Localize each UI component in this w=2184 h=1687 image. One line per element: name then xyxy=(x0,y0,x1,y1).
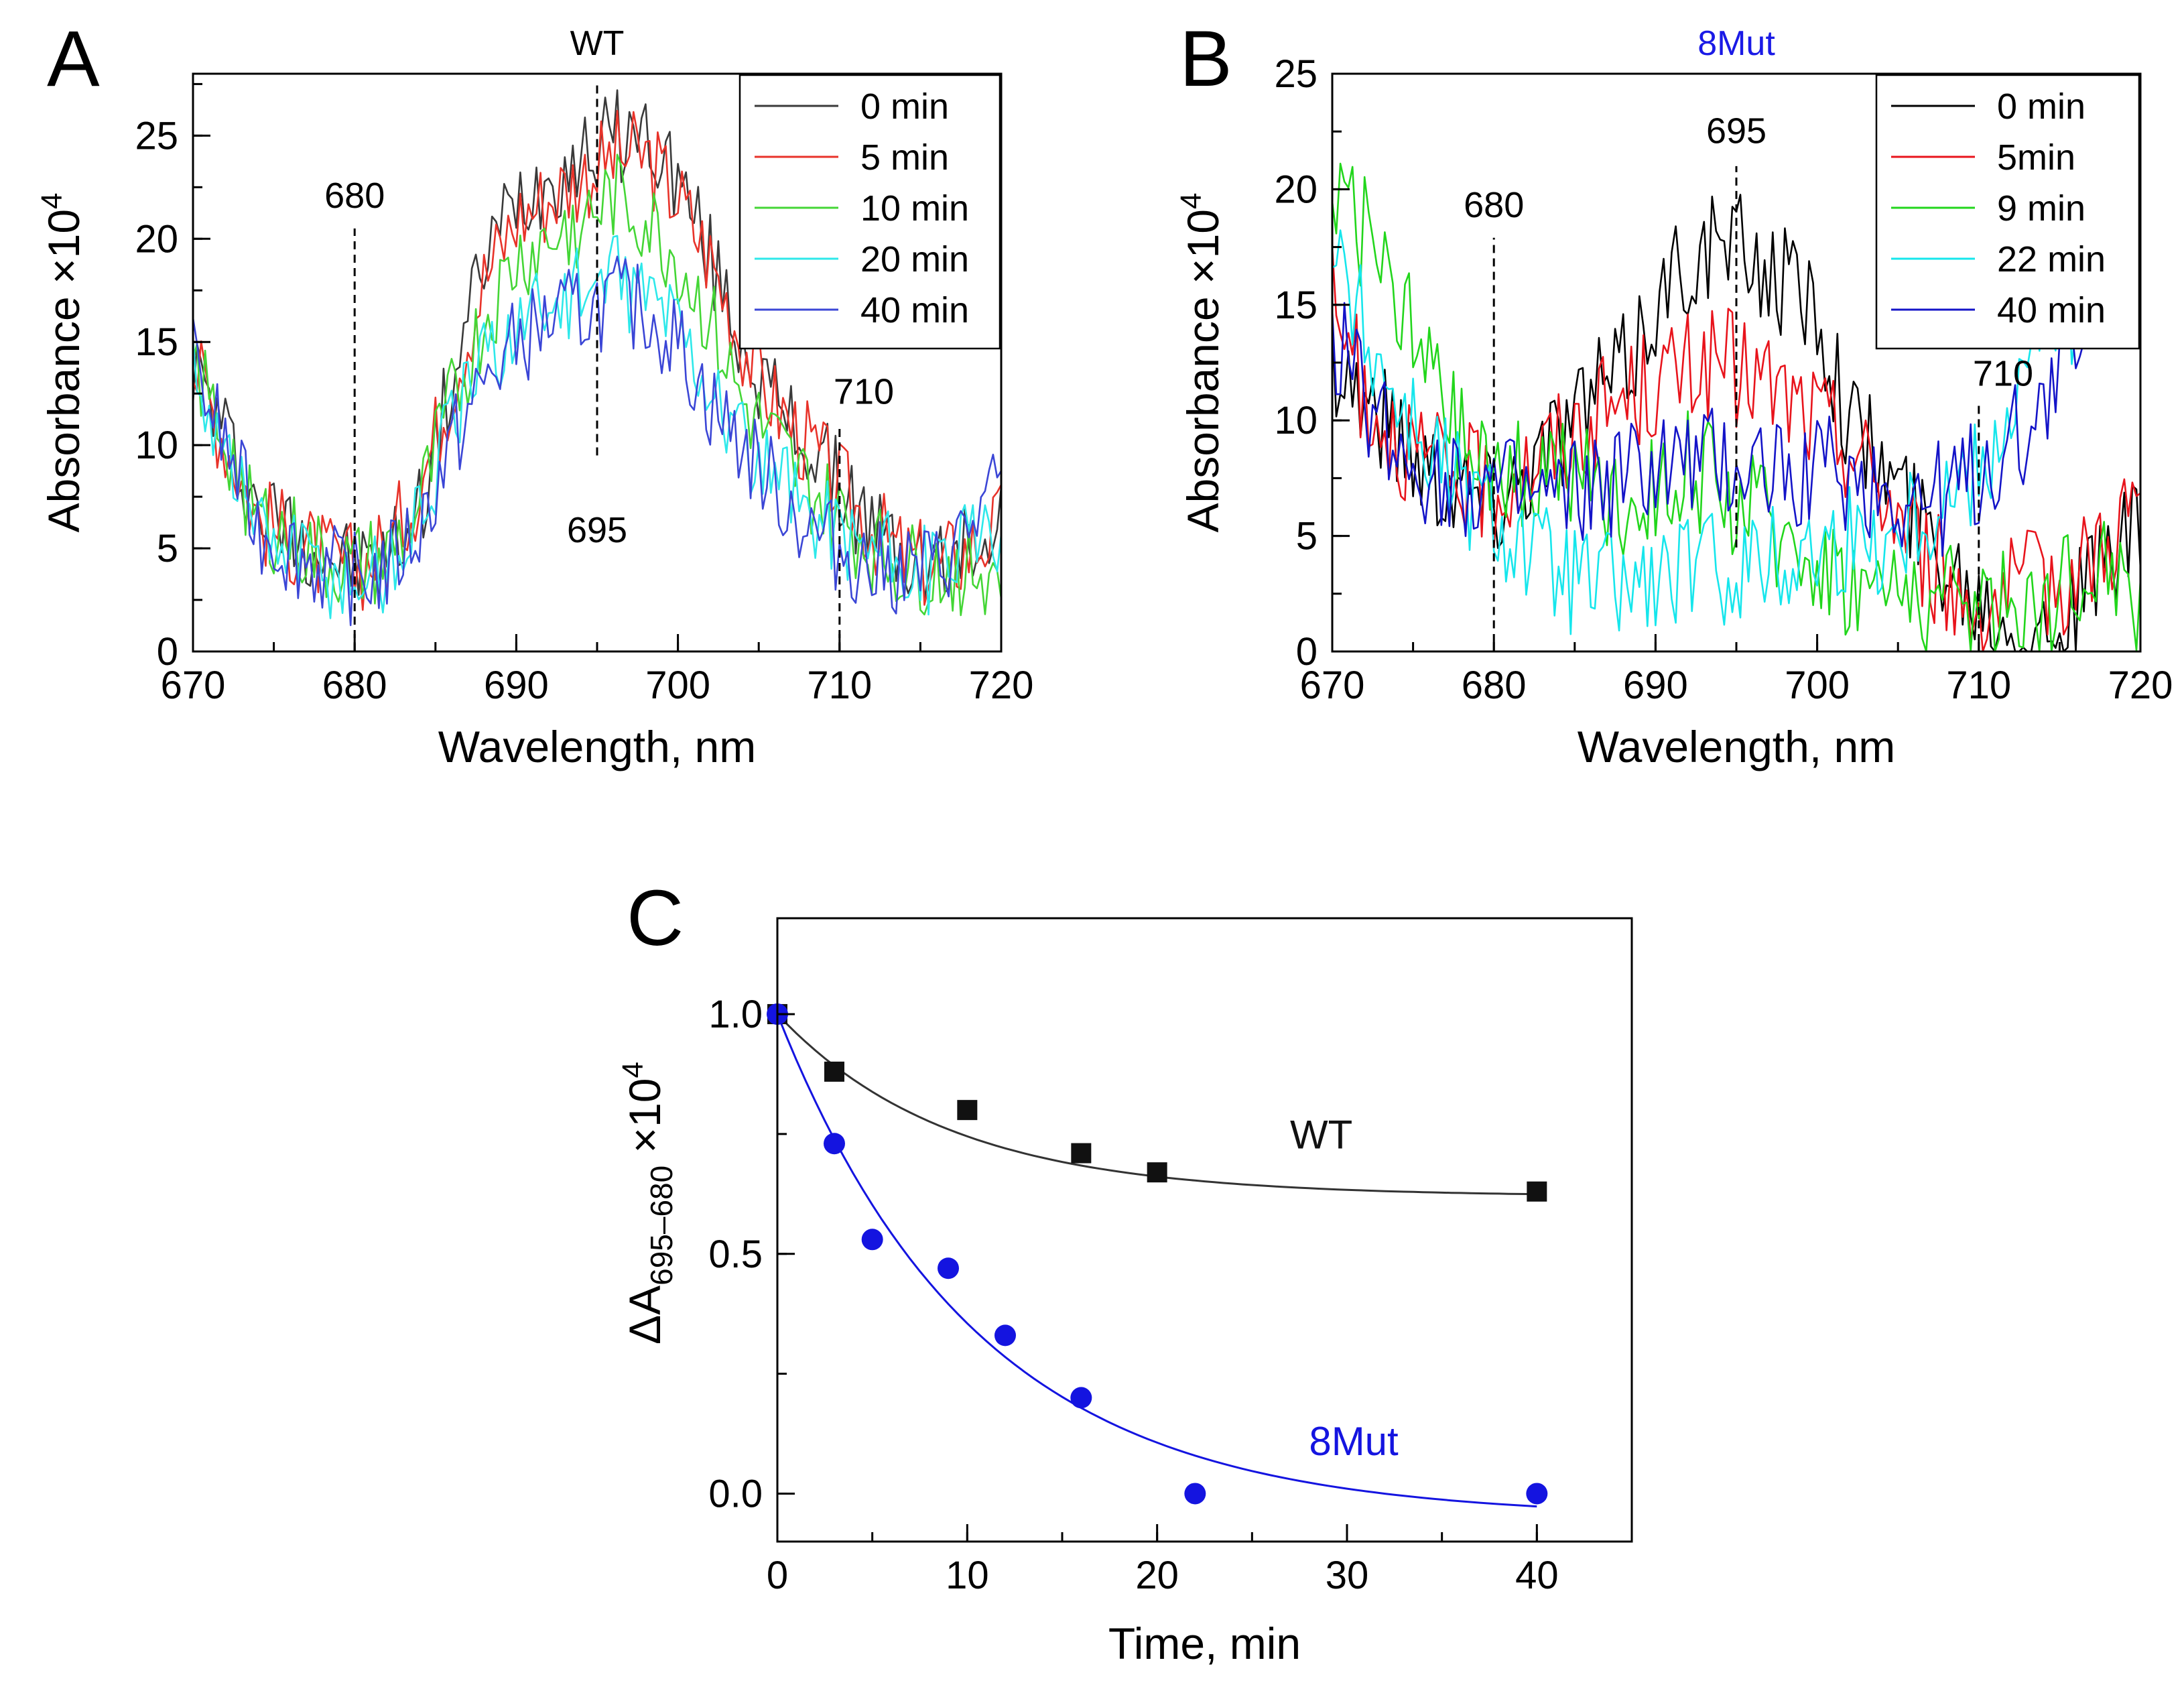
chart-a-y-tick-label: 5 xyxy=(157,527,178,570)
chart-a-y-axis-label: Absorbance ×104 xyxy=(36,192,88,532)
chart-b-marker-label-680: 680 xyxy=(1464,185,1524,225)
chart-c-y-tick-label: 0.5 xyxy=(708,1233,763,1276)
chart-b-x-axis-label: Wavelength, nm xyxy=(1578,722,1895,771)
chart-c-y-tick-label: 0.0 xyxy=(708,1472,763,1515)
chart-b-x-tick-label: 680 xyxy=(1462,664,1527,707)
chart-a-series-line-4 xyxy=(193,255,1001,627)
chart-a-x-tick-label: 680 xyxy=(322,664,387,707)
chart-b-x-tick-label: 710 xyxy=(1946,664,2011,707)
chart-b-legend-label-0: 0 min xyxy=(1997,86,2085,127)
chart-c: WT 8Mut 0 10 20 30 40 0.0 0.5 1.0 Time, min ΔA695–6… xyxy=(617,917,1633,1668)
chart-b: 680 695 710 0 min 5min 9 min 22 min 40 min 670 68… xyxy=(1175,24,2173,771)
chart-b-legend-label-3: 22 min xyxy=(1997,239,2106,279)
chart-b-marker-label-695: 695 xyxy=(1706,111,1767,151)
chart-c-point-1-6 xyxy=(1184,1483,1206,1505)
chart-a-y-tick-label: 20 xyxy=(135,217,178,261)
chart-a-legend-label-3: 20 min xyxy=(860,239,969,279)
chart-b-y-axis-label: Absorbance ×104 xyxy=(1175,192,1228,532)
chart-b-y-tick-label: 0 xyxy=(1296,630,1318,674)
chart-c-point-1-2 xyxy=(861,1229,883,1251)
chart-c-x-axis-label: Time, min xyxy=(1108,1619,1301,1668)
chart-b-legend-label-2: 9 min xyxy=(1997,188,2085,229)
chart-a-legend-box xyxy=(738,74,1001,350)
chart-b-legend-label-4: 40 min xyxy=(1997,290,2106,330)
chart-c-series-label-1: 8Mut xyxy=(1309,1419,1399,1464)
chart-a-marker-label-680: 680 xyxy=(324,176,385,216)
chart-b-legend-label-1: 5min xyxy=(1997,137,2075,178)
chart-b-x-tick-label: 700 xyxy=(1785,664,1850,707)
chart-a-legend-label-0: 0 min xyxy=(860,86,949,127)
chart-b-series-line-3 xyxy=(1332,182,2140,635)
chart-c-x-tick-label: 10 xyxy=(946,1554,989,1597)
panel-label-c: C xyxy=(627,874,684,962)
chart-c-point-1-1 xyxy=(824,1133,845,1155)
chart-a-y-tick-label: 0 xyxy=(157,630,178,674)
chart-c-series-label-0: WT xyxy=(1290,1112,1352,1157)
panel-label-a: A xyxy=(47,15,100,103)
chart-c-x-tick-label: 0 xyxy=(767,1554,788,1597)
chart-b-chart-title: 8Mut xyxy=(1697,24,1775,63)
chart-c-plot-frame xyxy=(776,917,1633,1543)
chart-a: 680 695 710 0 min 5 min 10 min 20 min 40 min 670… xyxy=(36,24,1033,771)
chart-a-y-tick-label: 25 xyxy=(135,114,178,158)
chart-a-x-tick-label: 720 xyxy=(969,664,1034,707)
chart-c-x-tick-label: 20 xyxy=(1135,1554,1179,1597)
chart-c-y-tick-label: 1.0 xyxy=(708,993,763,1036)
chart-c-x-tick-label: 30 xyxy=(1326,1554,1369,1597)
chart-b-y-tick-label: 20 xyxy=(1274,168,1318,211)
chart-c-point-0-5 xyxy=(1527,1181,1547,1202)
chart-b-legend-box xyxy=(1875,74,2140,350)
chart-b-x-tick-label: 670 xyxy=(1300,664,1365,707)
chart-a-legend-label-1: 5 min xyxy=(860,137,949,178)
chart-c-point-1-5 xyxy=(1070,1387,1092,1409)
chart-a-x-tick-label: 710 xyxy=(807,664,872,707)
chart-b-marker-label-710: 710 xyxy=(1973,353,2033,393)
chart-a-x-tick-label: 690 xyxy=(484,664,549,707)
chart-c-fit-curve-1 xyxy=(776,1013,1537,1508)
chart-c-point-0-3 xyxy=(1071,1143,1092,1164)
chart-a-chart-title: WT xyxy=(570,24,625,63)
chart-a-x-axis-label: Wavelength, nm xyxy=(438,722,756,771)
chart-b-y-tick-label: 25 xyxy=(1274,52,1318,96)
chart-a-marker-label-695: 695 xyxy=(567,510,627,550)
chart-a-y-tick-label: 10 xyxy=(135,424,178,467)
chart-c-point-0-1 xyxy=(824,1061,844,1082)
chart-c-point-0-4 xyxy=(1147,1162,1167,1183)
chart-b-y-tick-label: 5 xyxy=(1296,515,1318,558)
chart-c-point-1-7 xyxy=(1526,1483,1548,1505)
chart-a-x-tick-label: 670 xyxy=(161,664,226,707)
chart-a-marker-label-710: 710 xyxy=(834,372,894,412)
chart-c-point-0-2 xyxy=(957,1100,978,1121)
chart-a-x-tick-label: 700 xyxy=(645,664,710,707)
panel-label-b: B xyxy=(1179,15,1232,103)
chart-b-x-tick-label: 720 xyxy=(2108,664,2173,707)
chart-c-point-1-4 xyxy=(994,1324,1016,1347)
chart-b-y-tick-label: 10 xyxy=(1274,399,1318,442)
chart-c-y-axis-label: ΔA695–680 ×104 xyxy=(617,1062,679,1345)
chart-b-y-tick-label: 15 xyxy=(1274,284,1318,327)
chart-a-legend-label-4: 40 min xyxy=(860,290,969,330)
chart-b-x-tick-label: 690 xyxy=(1623,664,1688,707)
chart-c-point-1-3 xyxy=(938,1257,959,1279)
chart-c-x-tick-label: 40 xyxy=(1515,1554,1559,1597)
chart-a-y-tick-label: 15 xyxy=(135,320,178,364)
chart-a-legend-label-2: 10 min xyxy=(860,188,969,229)
